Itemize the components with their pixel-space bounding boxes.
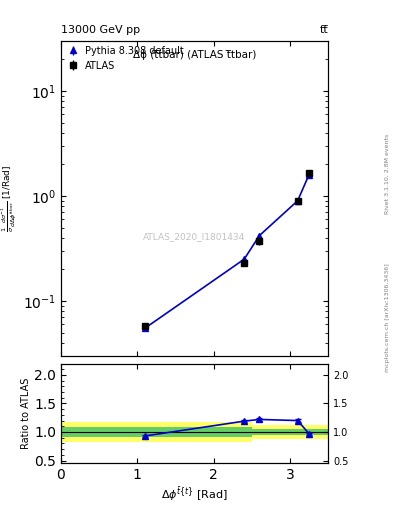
Text: Δϕ (t̅tbar) (ATLAS t̅tbar): Δϕ (t̅tbar) (ATLAS t̅tbar) bbox=[133, 50, 256, 60]
Y-axis label: Ratio to ATLAS: Ratio to ATLAS bbox=[21, 378, 31, 449]
Text: Rivet 3.1.10, 2.8M events: Rivet 3.1.10, 2.8M events bbox=[385, 134, 389, 214]
Legend: Pythia 8.308 default, ATLAS: Pythia 8.308 default, ATLAS bbox=[64, 44, 186, 73]
Text: ATLAS_2020_I1801434: ATLAS_2020_I1801434 bbox=[143, 232, 246, 241]
Text: tt̅: tt̅ bbox=[320, 25, 328, 35]
X-axis label: $\Delta\phi^{\bar{t}\{t\}}$ [Rad]: $\Delta\phi^{\bar{t}\{t\}}$ [Rad] bbox=[161, 485, 228, 503]
Text: mcplots.cern.ch [arXiv:1306.3436]: mcplots.cern.ch [arXiv:1306.3436] bbox=[385, 263, 389, 372]
Text: 13000 GeV pp: 13000 GeV pp bbox=[61, 25, 140, 35]
Y-axis label: $\frac{1}{\sigma}\frac{d\sigma^{-1}}{d\Delta\phi^{\mathrm{ttbar}}}$ [1/Rad]: $\frac{1}{\sigma}\frac{d\sigma^{-1}}{d\D… bbox=[0, 165, 19, 232]
